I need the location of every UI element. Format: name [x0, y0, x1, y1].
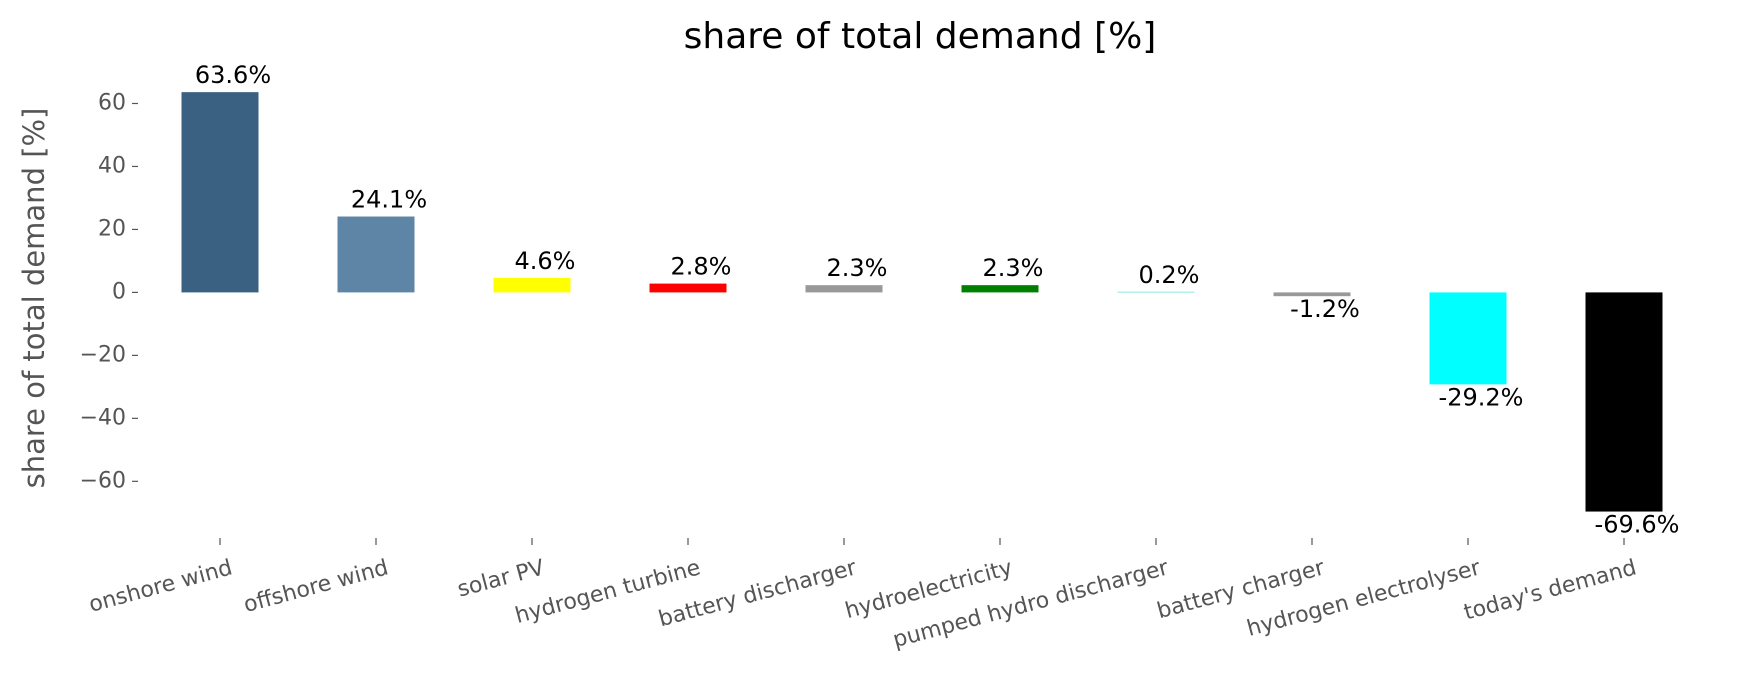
bar: [493, 277, 571, 293]
bar: [1429, 292, 1507, 385]
bar: [1585, 292, 1663, 512]
value-label: 2.3%: [983, 254, 1044, 282]
y-tick-label: −60: [80, 468, 126, 493]
value-label: 2.3%: [827, 254, 888, 282]
bar: [961, 285, 1039, 293]
x-tick-label: pumped hydro discharger: [890, 555, 1172, 653]
bar: [1273, 292, 1351, 297]
value-label: 24.1%: [351, 186, 427, 214]
y-tick-label: 40: [98, 153, 126, 178]
value-label: 2.8%: [671, 253, 732, 281]
y-tick-label: −20: [80, 342, 126, 367]
y-tick-label: −40: [80, 405, 126, 430]
y-axis-label: share of total demand [%]: [17, 108, 51, 489]
value-label: -29.2%: [1439, 383, 1524, 411]
y-tick-label: 20: [98, 216, 126, 241]
chart-title: share of total demand [%]: [684, 16, 1157, 57]
value-label: 63.6%: [195, 61, 271, 89]
y-tick-label: 0: [112, 279, 126, 304]
x-tick-label: offshore wind: [241, 555, 391, 618]
value-label: -1.2%: [1290, 295, 1360, 323]
value-label: 0.2%: [1139, 261, 1200, 289]
x-tick-label: solar PV: [455, 555, 547, 602]
bar: [805, 285, 883, 293]
value-label: 4.6%: [515, 247, 576, 275]
bar: [649, 283, 727, 293]
bar: [1117, 291, 1195, 293]
x-tick-label: onshore wind: [86, 555, 235, 617]
bar: [337, 216, 415, 293]
value-label: -69.6%: [1595, 511, 1680, 539]
x-tick-label: today's demand: [1461, 555, 1639, 625]
y-tick-label: 60: [98, 90, 126, 115]
bar: [181, 92, 259, 293]
